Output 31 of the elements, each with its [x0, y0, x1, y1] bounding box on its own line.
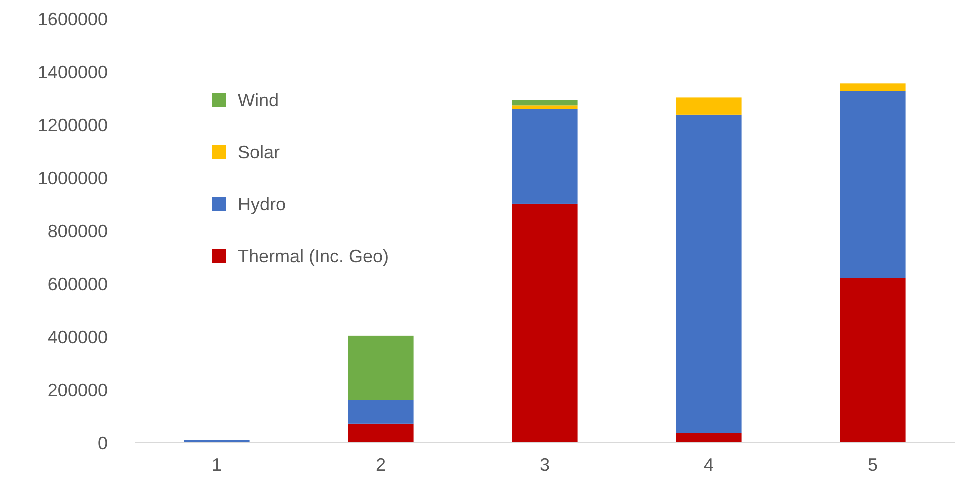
y-tick-label: 1600000 — [38, 9, 108, 30]
legend-label: Thermal (Inc. Geo) — [238, 246, 390, 266]
legend-label: Wind — [238, 90, 280, 110]
x-tick-label: 2 — [376, 455, 386, 475]
bar — [512, 204, 578, 443]
bar — [676, 433, 742, 443]
legend-label: Hydro — [238, 194, 286, 214]
legend-label: Solar — [238, 142, 280, 162]
y-tick-label: 800000 — [48, 221, 108, 242]
x-tick-label: 4 — [704, 455, 714, 475]
bar — [512, 106, 578, 110]
bar — [840, 91, 906, 278]
bar — [348, 400, 414, 424]
bar — [348, 424, 414, 443]
bar — [512, 109, 578, 204]
bar — [512, 100, 578, 106]
x-tick-label: 3 — [540, 455, 550, 475]
x-tick-label: 1 — [212, 455, 222, 475]
y-tick-label: 200000 — [48, 380, 108, 400]
bar — [676, 114, 742, 434]
y-tick-label: 400000 — [48, 327, 108, 348]
bar — [840, 278, 906, 443]
y-tick-label: 0 — [98, 433, 108, 454]
bar — [348, 336, 414, 400]
bar — [840, 84, 906, 92]
x-tick-label: 5 — [868, 455, 878, 475]
y-tick-label: 1200000 — [38, 115, 108, 136]
y-tick-label: 1400000 — [38, 62, 108, 82]
bar — [676, 98, 742, 115]
y-tick-label: 1000000 — [38, 168, 108, 188]
y-tick-label: 600000 — [48, 274, 108, 294]
